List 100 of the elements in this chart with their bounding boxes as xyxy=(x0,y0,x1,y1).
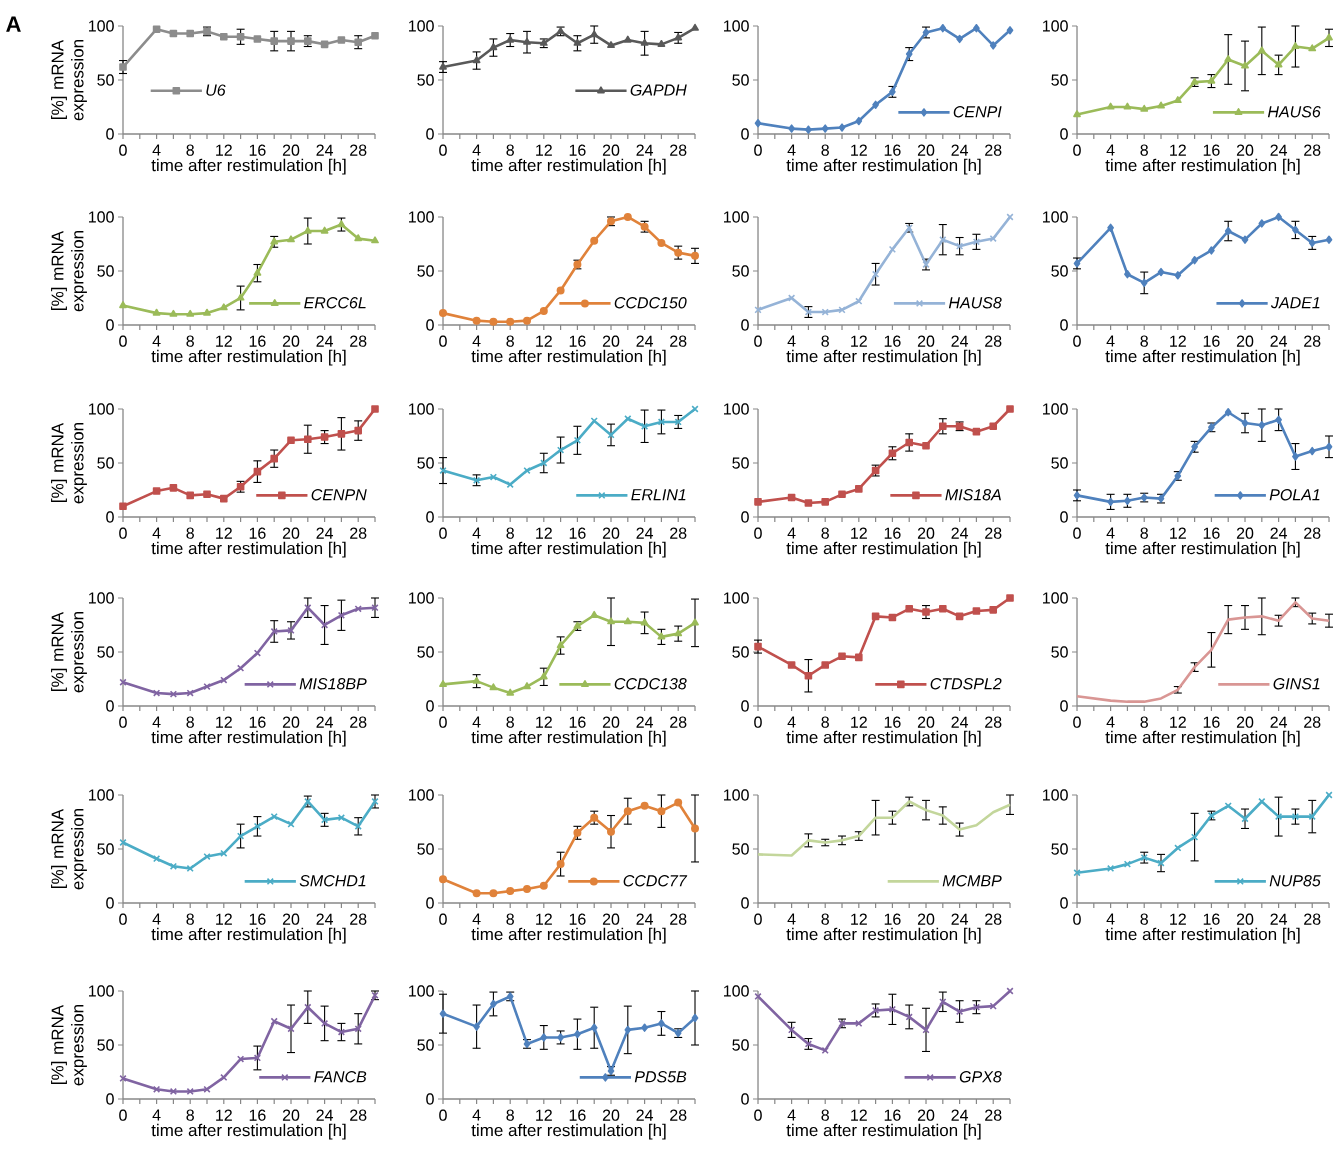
x-tick-label: 12 xyxy=(536,716,552,728)
x-tick-label: 20 xyxy=(282,716,300,728)
x-tick-label: 12 xyxy=(851,335,867,347)
point xyxy=(989,422,998,431)
x-tick-label: 16 xyxy=(569,144,586,156)
point xyxy=(304,435,312,444)
x-tick-label: 16 xyxy=(249,1109,266,1121)
legend-label: SMCHD1 xyxy=(299,875,366,887)
x-tick-label: 16 xyxy=(884,1109,901,1121)
point xyxy=(590,610,599,618)
x-tick-label: 8 xyxy=(821,716,829,728)
x-tick-label: 24 xyxy=(316,1109,334,1121)
x-tick-label: 0 xyxy=(119,1109,127,1121)
point xyxy=(872,100,879,110)
x-tick-label: 0 xyxy=(119,913,127,925)
point xyxy=(956,34,963,44)
y-tick-label: 50 xyxy=(732,646,749,658)
x-tick-label: 28 xyxy=(985,716,1002,728)
line-series xyxy=(1075,601,1331,703)
x-tick-label: 16 xyxy=(1203,716,1220,728)
point xyxy=(1107,497,1114,507)
x-tick-label: 24 xyxy=(951,913,969,925)
y-tick-label: 0 xyxy=(106,1093,114,1105)
y-tick-label: 100 xyxy=(1043,20,1068,32)
point xyxy=(1275,212,1282,222)
point xyxy=(1140,278,1148,288)
point xyxy=(1123,102,1132,110)
x-tick-label: 12 xyxy=(216,144,232,156)
x-tick-label: 20 xyxy=(917,144,935,156)
point xyxy=(473,1022,480,1031)
y-tick-label: 100 xyxy=(409,403,434,415)
x-tick-label: 0 xyxy=(439,527,447,539)
y-tick-label: 100 xyxy=(89,789,114,801)
point xyxy=(439,679,447,687)
x-tick-label: 12 xyxy=(536,1109,552,1121)
x-tick-label: 0 xyxy=(754,716,762,728)
x-tick-label: 16 xyxy=(249,716,266,728)
y-tick-label: 100 xyxy=(1043,403,1068,415)
point xyxy=(1308,44,1317,52)
x-tick-label: 8 xyxy=(186,1109,194,1121)
x-tick-label: 20 xyxy=(1236,716,1254,728)
x-axis-title: time after restimulation [h] xyxy=(151,349,346,366)
point xyxy=(220,849,228,857)
y-tick-label: 0 xyxy=(426,319,434,331)
y-tick-label: 50 xyxy=(97,74,114,86)
x-tick-label: 4 xyxy=(472,335,481,347)
point xyxy=(490,999,497,1009)
point xyxy=(1174,844,1182,852)
legend-label: GAPDH xyxy=(630,84,687,96)
y-tick-label: 50 xyxy=(417,74,434,86)
x-axis-title: time after restimulation [h] xyxy=(1105,541,1300,558)
line-series xyxy=(756,800,1012,857)
y-tick-label: 50 xyxy=(97,1039,114,1051)
x-tick-label: 28 xyxy=(1304,913,1321,925)
point xyxy=(922,1026,930,1034)
x-tick-label: 0 xyxy=(754,144,762,156)
point xyxy=(556,641,565,649)
x-tick-label: 28 xyxy=(350,144,367,156)
x-tick-label: 28 xyxy=(670,716,687,728)
point xyxy=(253,268,262,276)
x-tick-label: 12 xyxy=(1170,527,1186,539)
y-tick-label: 50 xyxy=(1051,457,1068,469)
point xyxy=(955,1007,964,1016)
x-axis-title: time after restimulation [h] xyxy=(151,730,346,747)
x-tick-label: 16 xyxy=(1203,335,1220,347)
y-tick-label: 0 xyxy=(1060,511,1068,523)
legend-label: HAUS8 xyxy=(948,297,1002,309)
y-tick-label: 100 xyxy=(89,592,114,604)
x-tick-label: 20 xyxy=(917,335,935,347)
y-tick-label: 0 xyxy=(426,128,434,140)
point xyxy=(371,405,379,413)
y-tick-label: 0 xyxy=(741,511,749,523)
x-tick-label: 28 xyxy=(1304,335,1321,347)
y-tick-label: 50 xyxy=(97,265,114,277)
x-tick-label: 20 xyxy=(917,527,935,539)
point xyxy=(805,125,812,134)
legend-label: ERLIN1 xyxy=(631,489,686,501)
x-tick-label: 0 xyxy=(754,913,762,925)
x-tick-label: 24 xyxy=(316,913,334,925)
x-tick-label: 20 xyxy=(602,527,620,539)
point xyxy=(287,436,295,445)
x-tick-label: 16 xyxy=(249,335,266,347)
x-tick-label: 4 xyxy=(1106,716,1115,728)
x-tick-label: 12 xyxy=(851,527,867,539)
point xyxy=(489,43,498,51)
x-tick-label: 8 xyxy=(1140,716,1148,728)
point xyxy=(989,1002,997,1010)
point xyxy=(1291,42,1300,50)
point xyxy=(354,234,363,242)
x-tick-label: 24 xyxy=(1270,527,1288,539)
x-tick-label: 12 xyxy=(216,527,232,539)
x-tick-label: 8 xyxy=(186,527,194,539)
x-axis-title: time after restimulation [h] xyxy=(1105,927,1300,944)
point xyxy=(624,415,632,423)
x-tick-label: 4 xyxy=(1106,335,1115,347)
x-tick-label: 28 xyxy=(670,335,687,347)
y-tick-label: 0 xyxy=(426,700,434,712)
point xyxy=(691,23,699,31)
point xyxy=(539,881,548,890)
point xyxy=(821,124,829,133)
